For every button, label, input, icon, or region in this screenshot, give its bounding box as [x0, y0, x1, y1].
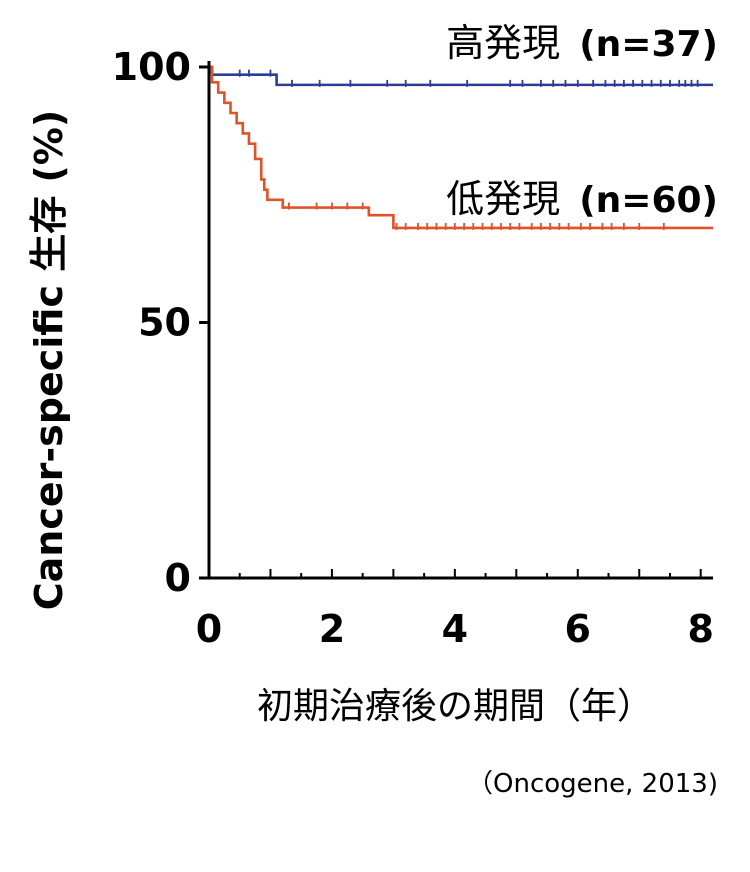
- x-tick-label: 4: [442, 607, 468, 651]
- x-tick-label: 6: [565, 607, 591, 651]
- legend-low-n: (n=60): [579, 180, 718, 221]
- source-citation: （Oncogene, 2013): [467, 769, 718, 799]
- survival-curve-high: [209, 65, 713, 87]
- series-layer: [209, 65, 713, 230]
- y-tick-label: 0: [165, 556, 191, 600]
- x-axis-title: 初期治療後の期間（年）: [257, 686, 653, 727]
- axes-layer: 0 2 4 6 8 0 50 100: [112, 45, 714, 651]
- y-axis-title: Cancer-specific 生存 (%): [27, 110, 71, 611]
- legend-high-n: (n=37): [579, 24, 718, 65]
- x-tick-label: 2: [319, 607, 345, 651]
- y-tick-label: 100: [112, 45, 191, 89]
- x-tick-label: 0: [196, 607, 222, 651]
- legend-low-name: 低発現: [446, 177, 560, 221]
- legend-high-name: 高発現: [446, 21, 560, 65]
- x-tick-label: 8: [687, 607, 713, 651]
- legend-low: 低発現 (n=60): [446, 177, 718, 221]
- survival-curve-low: [209, 65, 713, 230]
- legend-high: 高発現 (n=37): [446, 21, 718, 65]
- y-tick-label: 50: [138, 301, 191, 345]
